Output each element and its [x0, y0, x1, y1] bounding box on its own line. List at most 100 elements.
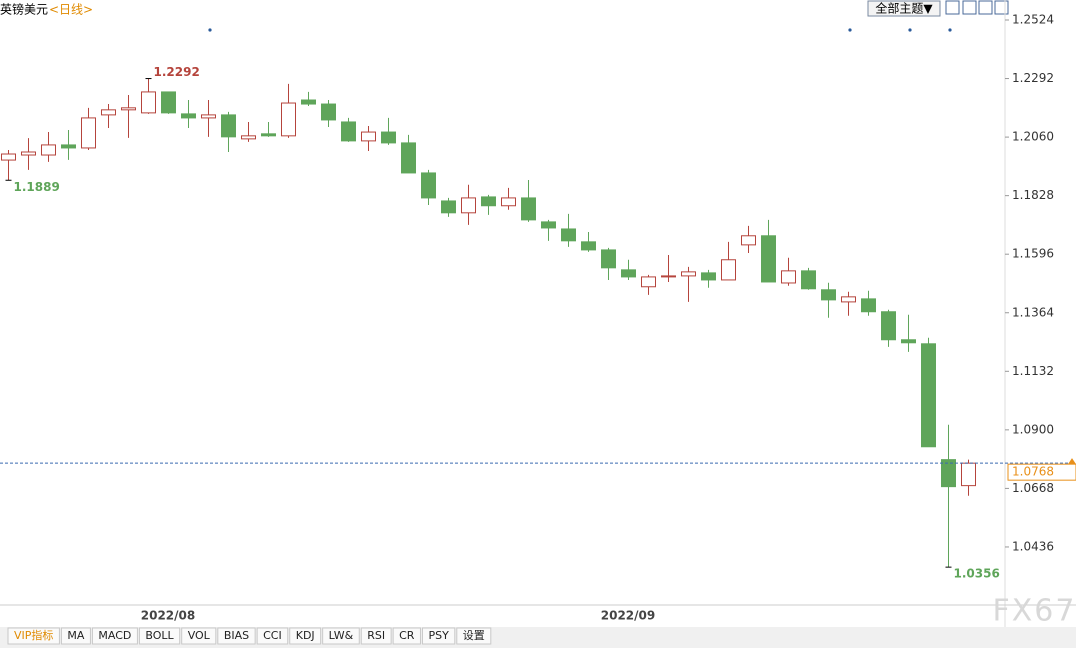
icon[interactable]	[945, 0, 960, 15]
tab-label[interactable]: LW&	[329, 629, 354, 642]
tab[interactable]	[138, 627, 181, 645]
candle-body	[121, 107, 136, 111]
tab-group: LW&	[322, 627, 360, 645]
tab-group: 设置	[456, 627, 492, 645]
tab-label[interactable]: VIP指标	[14, 628, 53, 642]
dot	[908, 28, 912, 32]
candle-body	[821, 289, 836, 301]
tab-label[interactable]: 设置	[463, 629, 485, 642]
tab-group: MA	[60, 627, 91, 645]
x-tick-label: 2022/08	[141, 609, 195, 623]
tab[interactable]	[289, 627, 322, 645]
candle-body	[741, 235, 756, 246]
candle-body	[861, 298, 876, 313]
theme-button[interactable]: 全部主题▼	[875, 1, 933, 16]
tab[interactable]	[217, 627, 256, 645]
tab-group: VIP指标	[7, 627, 60, 645]
candle-body	[501, 197, 516, 207]
candle-body	[521, 197, 536, 221]
candle-body	[241, 135, 256, 140]
candle-body	[941, 459, 956, 488]
candle-body	[161, 91, 176, 114]
dot	[208, 28, 212, 32]
tab[interactable]	[360, 627, 392, 645]
candle-body	[261, 133, 276, 137]
icon[interactable]	[994, 0, 1009, 15]
tab-label[interactable]: VOL	[188, 629, 211, 642]
tab[interactable]	[322, 627, 360, 645]
tab[interactable]	[456, 627, 492, 645]
tab-group: CR	[392, 627, 421, 645]
candle-body	[801, 270, 816, 290]
icon[interactable]	[962, 0, 977, 15]
tab[interactable]	[392, 627, 421, 645]
chart-subtitle: <日线>	[49, 3, 93, 17]
candle-body	[581, 241, 596, 251]
candle-body	[101, 109, 116, 116]
candle-body	[701, 272, 716, 281]
tab-label[interactable]: PSY	[428, 629, 449, 642]
y-tick-label: 1.1132	[1012, 364, 1054, 378]
candle-body	[341, 121, 356, 142]
y-tick-label: 1.1828	[1012, 188, 1054, 202]
tab-label[interactable]: CCI	[263, 629, 282, 642]
current-price-box	[1007, 463, 1076, 481]
candle-body	[281, 102, 296, 137]
candle-body	[81, 117, 96, 149]
tab-group: RSI	[360, 627, 392, 645]
candle-body	[381, 131, 396, 144]
low-label: 1.1889	[14, 180, 60, 194]
candle-body	[421, 172, 436, 199]
candle-body	[881, 311, 896, 341]
tab-label[interactable]: KDJ	[296, 629, 315, 642]
candle-body	[961, 462, 976, 487]
tab[interactable]	[7, 627, 60, 645]
tab[interactable]	[91, 627, 138, 645]
candle-body	[221, 114, 236, 138]
current-price-label: 1.0768	[1012, 465, 1054, 479]
y-tick-label: 1.2524	[1012, 13, 1054, 27]
candle-body	[321, 103, 336, 121]
y-tick-label: 1.2292	[1012, 71, 1054, 85]
watermark: FX678	[992, 594, 1076, 629]
candle-body	[901, 339, 916, 344]
event-dots	[208, 28, 952, 32]
current-price-arrow	[1068, 458, 1076, 465]
tab-label[interactable]: CR	[399, 629, 415, 642]
candle-body	[641, 276, 656, 288]
tab[interactable]	[181, 627, 217, 645]
candle-body	[301, 99, 316, 105]
tab-group: BIAS	[217, 627, 256, 645]
dot	[848, 28, 852, 32]
candle-body	[761, 235, 776, 283]
candle-body	[181, 113, 196, 119]
candle-body	[61, 144, 76, 149]
high-label: 1.2292	[154, 65, 200, 79]
x-tick-label: 2022/09	[601, 609, 655, 623]
tab-label[interactable]: MA	[67, 629, 84, 642]
candle-body	[401, 142, 416, 174]
tab-label[interactable]: RSI	[367, 629, 385, 642]
dot	[948, 28, 952, 32]
tab-group: BOLL	[138, 627, 181, 645]
candle-body	[481, 196, 496, 207]
tab-label[interactable]: BOLL	[145, 629, 174, 642]
candle-body	[661, 275, 676, 278]
candle-body	[561, 228, 576, 242]
tab[interactable]	[421, 627, 456, 645]
low-label: 1.0356	[954, 567, 1000, 581]
tab-group: PSY	[421, 627, 456, 645]
tab-label[interactable]: MACD	[98, 629, 131, 642]
tab[interactable]	[60, 627, 91, 645]
y-tick-label: 1.0436	[1012, 539, 1054, 553]
tab-group: MACD	[91, 627, 138, 645]
theme-button-box[interactable]	[867, 0, 941, 17]
tab-group: CCI	[256, 627, 289, 645]
tab[interactable]	[256, 627, 289, 645]
tab-label[interactable]: BIAS	[224, 629, 249, 642]
candle-body	[721, 259, 736, 281]
icon[interactable]	[978, 0, 993, 15]
candle-body	[201, 114, 216, 119]
tab-group: VOL	[181, 627, 217, 645]
